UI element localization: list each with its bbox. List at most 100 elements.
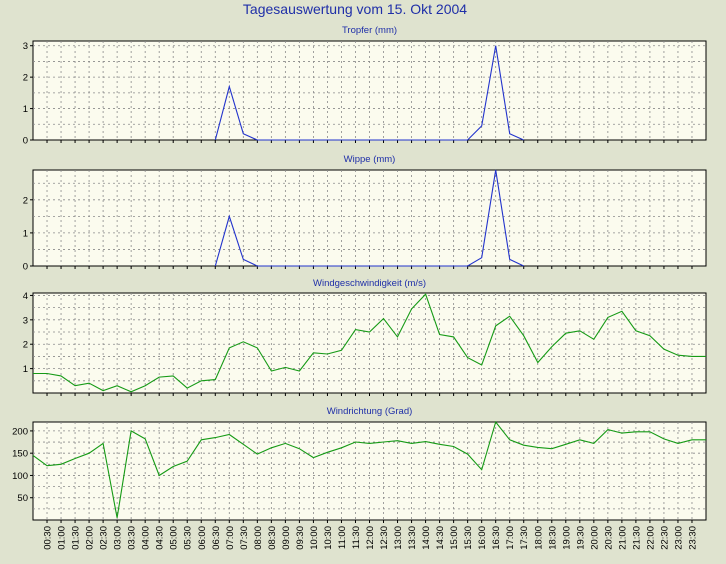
x-tick-label: 19:30 (575, 526, 586, 550)
data-point (74, 457, 76, 459)
x-tick-label: 21:00 (617, 526, 628, 550)
data-point (494, 421, 496, 423)
data-point (677, 442, 679, 444)
series-line (214, 169, 524, 267)
x-tick-label: 15:00 (449, 526, 460, 550)
x-tick-label: 18:30 (547, 526, 558, 550)
data-point (509, 258, 511, 260)
data-point (438, 333, 440, 335)
data-point (494, 325, 496, 327)
data-point (705, 355, 707, 357)
y-tick-label: 150 (12, 449, 28, 460)
series-line (32, 420, 706, 518)
data-point (691, 355, 693, 357)
data-point (228, 433, 230, 435)
x-tick-label: 03:30 (127, 526, 138, 550)
x-tick-label: 02:30 (99, 526, 110, 550)
vertical-gridlines (46, 170, 693, 266)
y-tick-label: 4 (23, 291, 28, 302)
chart-panels: 0 1 2 3 Tropfer (mm) 0 1 2 Wippe (mm) 1 2 3 4 Windges… (12, 25, 707, 523)
x-tick-label: 04:00 (141, 526, 152, 550)
panel-title: Windrichtung (Grad) (327, 406, 413, 417)
data-point (228, 215, 230, 217)
data-point (705, 439, 707, 441)
data-point (340, 349, 342, 351)
chart-panel-3: 1 2 3 4 Windgeschwindigkeit (m/s) (23, 278, 707, 396)
data-point (186, 387, 188, 389)
data-point (200, 380, 202, 382)
data-point (32, 372, 34, 374)
y-tick-label: 3 (23, 41, 28, 52)
panel-title: Wippe (mm) (344, 154, 396, 165)
x-tick-label: 20:30 (603, 526, 614, 550)
data-point (60, 463, 62, 465)
data-point (663, 438, 665, 440)
series-line (33, 293, 706, 393)
y-tick-label: 2 (23, 73, 28, 84)
horizontal-gridlines (33, 45, 706, 125)
data-point (396, 440, 398, 442)
data-point (102, 442, 104, 444)
data-point (284, 442, 286, 444)
vertical-gridlines (46, 293, 693, 393)
vertical-gridlines (46, 41, 693, 140)
data-point (214, 436, 216, 438)
data-point (677, 354, 679, 356)
time-axis: 00:30 01:00 01:30 02:00 02:30 03:00 03:30 04:00… (43, 526, 699, 550)
data-point (130, 430, 132, 432)
data-point (144, 438, 146, 440)
x-tick-label: 02:00 (85, 526, 96, 550)
data-point (298, 448, 300, 450)
data-point (270, 370, 272, 372)
data-point (523, 139, 525, 141)
y-tick-label: 100 (12, 471, 28, 482)
data-point (480, 125, 482, 127)
x-tick-label: 17:30 (519, 526, 530, 550)
data-point (593, 442, 595, 444)
data-point (270, 447, 272, 449)
chart-panel-2: 0 1 2 Wippe (mm) (23, 154, 707, 273)
data-point (410, 308, 412, 310)
data-point (480, 364, 482, 366)
x-tick-label: 17:00 (505, 526, 516, 550)
data-point (452, 336, 454, 338)
x-tick-label: 16:00 (477, 526, 488, 550)
data-point (74, 384, 76, 386)
data-point (382, 441, 384, 443)
data-point (382, 317, 384, 319)
data-point (242, 443, 244, 445)
data-point (607, 316, 609, 318)
data-point (396, 336, 398, 338)
data-point (466, 265, 468, 267)
data-point (242, 341, 244, 343)
x-tick-label: 23:30 (687, 526, 698, 550)
data-point (340, 447, 342, 449)
data-point (354, 441, 356, 443)
x-tick-label: 22:30 (659, 526, 670, 550)
chart-title: Tagesauswertung vom 15. Okt 2004 (243, 1, 467, 17)
data-point (326, 353, 328, 355)
data-point (537, 446, 539, 448)
data-point (452, 445, 454, 447)
data-point (158, 474, 160, 476)
x-tick-label: 13:30 (407, 526, 418, 550)
data-point (256, 453, 258, 455)
y-tick-label: 50 (17, 493, 28, 504)
data-point (565, 443, 567, 445)
data-point (186, 460, 188, 462)
data-point (466, 356, 468, 358)
data-point (88, 452, 90, 454)
data-point (691, 439, 693, 441)
x-tick-label: 22:00 (645, 526, 656, 550)
data-point (46, 464, 48, 466)
horizontal-gridlines (33, 295, 706, 382)
data-point (523, 334, 525, 336)
x-tick-label: 04:30 (155, 526, 166, 550)
data-point (649, 334, 651, 336)
data-point (649, 431, 651, 433)
data-point (256, 139, 258, 141)
data-point (46, 372, 48, 374)
data-point (494, 169, 496, 171)
data-point (312, 456, 314, 458)
